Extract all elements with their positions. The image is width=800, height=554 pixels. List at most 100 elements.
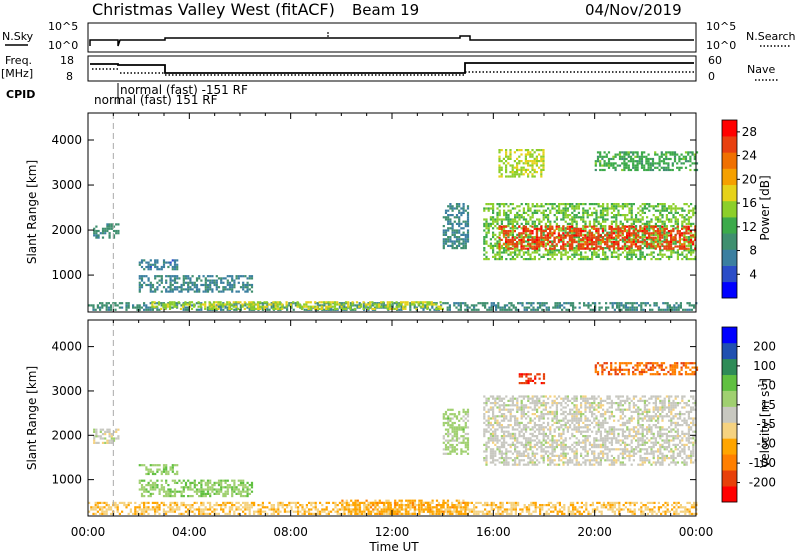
power-data-cell — [648, 247, 651, 250]
power-data-cell — [549, 258, 552, 261]
power-data-cell — [646, 207, 649, 210]
power-data-cell — [375, 305, 378, 308]
power-data-cell — [541, 302, 544, 305]
power-data-cell — [603, 164, 606, 167]
power-data-cell — [451, 244, 454, 247]
power-data-cell — [171, 265, 174, 269]
power-data-cell — [596, 157, 600, 161]
power-data-cell — [432, 303, 436, 306]
power-data-cell — [599, 168, 602, 172]
velocity-data-cell — [160, 501, 163, 504]
velocity-data-cell — [398, 510, 401, 513]
power-data-cell — [138, 283, 141, 287]
velocity-data-cell — [88, 501, 91, 504]
power-data-cell — [276, 305, 279, 308]
velocity-data-cell — [596, 506, 599, 509]
power-data-cell — [690, 308, 693, 311]
power-data-cell — [539, 302, 542, 305]
power-data-cell — [560, 247, 563, 250]
power-data-cell — [543, 302, 546, 305]
power-data-cell — [115, 232, 118, 235]
velocity-data-cell — [303, 512, 306, 515]
power-data-cell — [538, 153, 541, 156]
velocity-data-cell — [596, 508, 599, 511]
power-data-cell — [498, 247, 501, 250]
power-data-cell — [516, 247, 519, 250]
power-data-cell — [588, 249, 591, 252]
velocity-data-cell — [607, 501, 610, 504]
power-data-cell — [535, 162, 538, 165]
power-data-cell — [462, 211, 465, 214]
power-data-cell — [650, 240, 653, 243]
power-data-cell — [650, 205, 653, 208]
power-data-cell — [663, 207, 666, 210]
power-data-cell — [349, 304, 352, 307]
velocity-data-cell — [143, 506, 146, 509]
power-data-cell — [549, 209, 552, 212]
power-data-cell — [657, 220, 660, 223]
power-data-cell — [298, 305, 301, 308]
velocity-data-cell — [257, 510, 260, 513]
power-data-cell — [455, 236, 459, 239]
power-data-cell — [449, 207, 452, 210]
power-data-cell — [204, 290, 207, 293]
power-data-cell — [638, 160, 641, 163]
power-data-cell — [460, 222, 463, 225]
power-data-cell — [366, 303, 370, 306]
velocity-data-cell — [407, 499, 410, 502]
power-data-cell — [171, 283, 174, 287]
power-data-cell — [459, 306, 462, 309]
power-data-cell — [519, 302, 522, 305]
velocity-data-cell — [149, 508, 152, 511]
power-data-cell — [602, 218, 605, 221]
power-data-cell — [663, 225, 666, 228]
velocity-data-cell — [490, 501, 493, 504]
velocity-data-cell — [413, 508, 417, 511]
power-data-cell — [140, 259, 144, 262]
velocity-data-cell — [624, 501, 627, 504]
velocity-data-cell — [93, 430, 96, 433]
velocity-data-cell — [187, 512, 190, 515]
power-data-cell — [604, 225, 607, 228]
velocity-data-cell — [162, 504, 165, 507]
velocity-data-cell — [409, 499, 412, 502]
velocity-data-cell — [517, 504, 520, 507]
power-data-cell — [107, 308, 110, 311]
power-data-cell — [562, 247, 565, 250]
power-data-cell — [516, 222, 519, 225]
power-data-cell — [676, 245, 679, 248]
power-data-cell — [587, 306, 590, 309]
velocity-data-cell — [290, 506, 293, 509]
power-data-cell — [608, 234, 611, 237]
power-data-cell — [544, 227, 547, 230]
power-data-cell — [182, 277, 185, 280]
power-data-cell — [522, 238, 525, 241]
power-data-cell — [173, 263, 177, 266]
velocity-data-cell — [244, 506, 247, 509]
power-data-cell — [498, 258, 501, 261]
power-data-cell — [527, 203, 530, 206]
power-data-cell — [630, 249, 633, 252]
power-data-cell — [652, 214, 655, 217]
power-data-cell — [449, 238, 452, 241]
power-data-cell — [527, 162, 530, 165]
power-data-cell — [498, 253, 501, 256]
power-data-cell — [226, 283, 229, 287]
power-data-cell — [336, 301, 339, 304]
velocity-data-cell — [464, 510, 467, 513]
velocity-data-cell — [402, 508, 406, 511]
power-data-cell — [377, 305, 381, 308]
velocity-data-cell — [693, 506, 696, 509]
power-data-cell — [606, 207, 609, 210]
power-data-cell — [485, 227, 488, 230]
velocity-data-cell — [165, 504, 168, 507]
power-data-cell — [485, 203, 488, 206]
power-colorbar-tick-label: 12 — [742, 220, 757, 234]
power-data-cell — [263, 305, 266, 308]
power-data-cell — [615, 236, 618, 239]
power-data-cell — [455, 244, 459, 247]
power-data-cell — [303, 303, 306, 306]
power-data-cell — [598, 302, 601, 305]
velocity-data-cell — [387, 504, 390, 507]
power-data-cell — [239, 304, 242, 307]
